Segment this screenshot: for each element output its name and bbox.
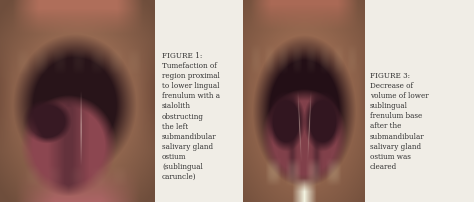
Text: FIGURE 3:
Decrease of
volume of lower
sublingual
frenulum base
after the
submand: FIGURE 3: Decrease of volume of lower su… [370, 72, 428, 170]
Text: FIGURE 1:
Tumefaction of
region proximal
to lower lingual
frenulum with a
sialol: FIGURE 1: Tumefaction of region proximal… [162, 52, 220, 180]
